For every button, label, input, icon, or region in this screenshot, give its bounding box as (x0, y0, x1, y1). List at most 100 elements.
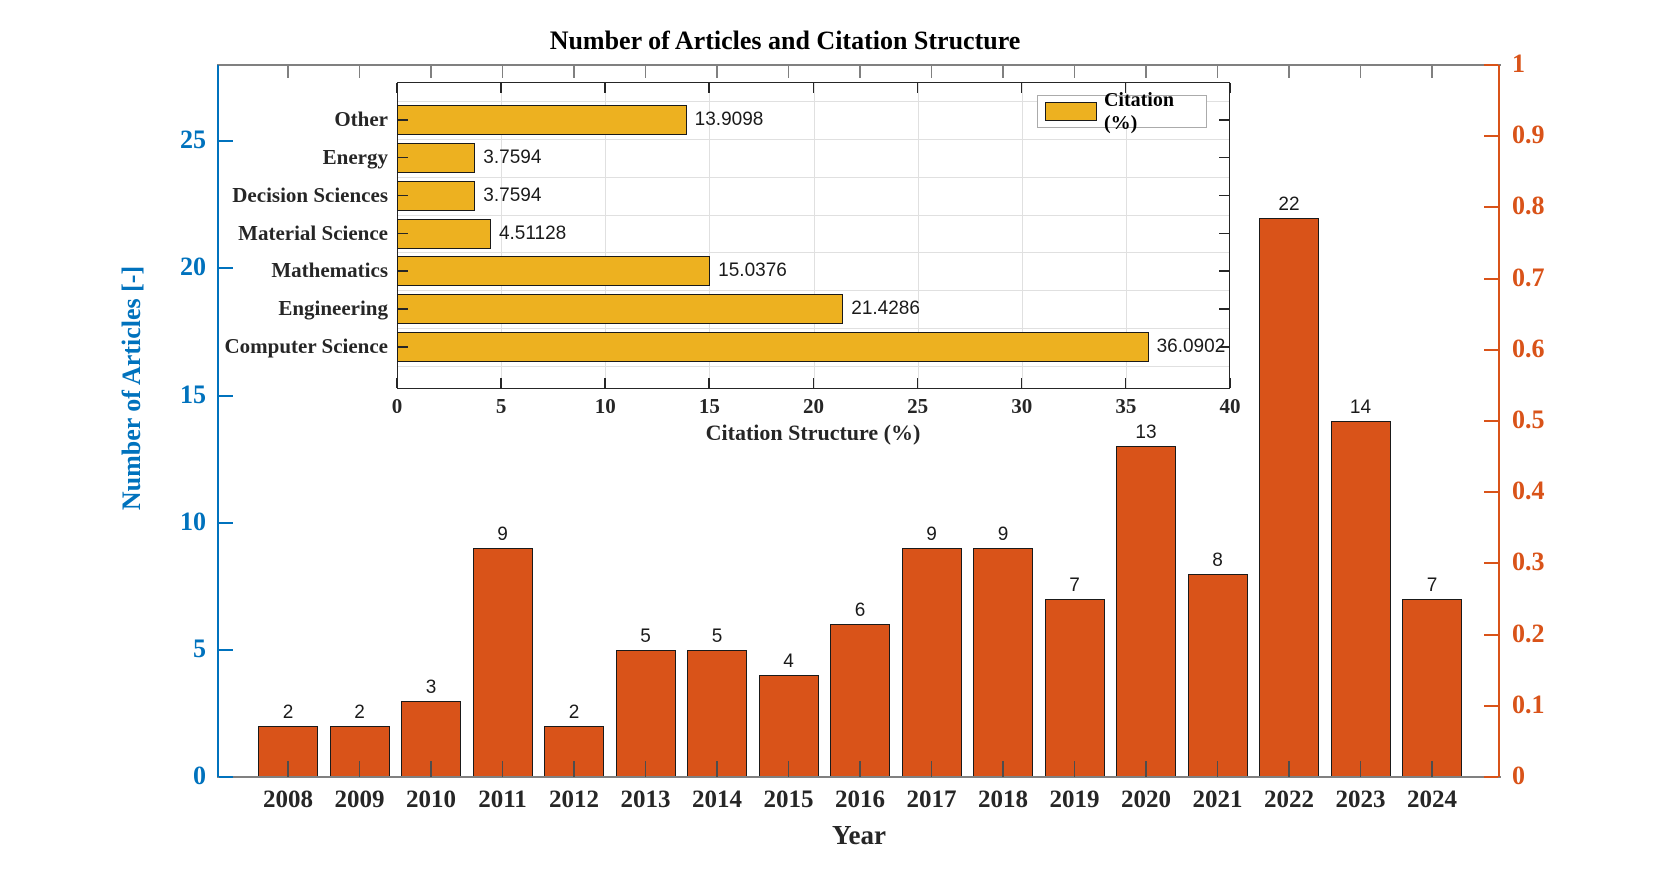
x-axis-label: Year (832, 820, 886, 850)
right-tick-label-0.1: 0.1 (1512, 689, 1545, 719)
x-tick-label-2011: 2011 (478, 786, 527, 813)
inset-hgrid-7 (398, 366, 1229, 368)
x-tick-label-2016: 2016 (835, 786, 885, 813)
inset-left-tick-3 (398, 232, 408, 235)
right-tick-label-0: 0 (1512, 761, 1525, 790)
inset-x-tick-top-25 (916, 83, 919, 93)
left-y-axis (217, 65, 219, 777)
inset-x-tick-label-5: 5 (495, 394, 507, 418)
inset-x-tick-bottom-35 (1124, 378, 1127, 388)
main-x-axis (217, 776, 1501, 778)
bar-2016 (830, 624, 890, 777)
inset-x-tick-bottom-30 (1020, 378, 1023, 388)
x-tick-bottom-2024 (1431, 761, 1433, 777)
x-tick-top-2018 (1002, 66, 1004, 78)
inset-cat-label-5: Engineering (278, 296, 388, 321)
left-tick-20 (219, 267, 233, 270)
inset-right-tick-6 (1219, 346, 1229, 348)
x-tick-bottom-2010 (430, 761, 432, 777)
x-tick-label-2008: 2008 (263, 786, 313, 813)
inset-bar-3 (397, 218, 491, 249)
right-tick-label-0.5: 0.5 (1512, 405, 1545, 434)
inset-x-tick-bottom-0 (396, 378, 398, 388)
right-tick-0.3 (1484, 562, 1498, 565)
right-tick-label-0.8: 0.8 (1512, 191, 1545, 221)
inset-hgrid-3 (398, 214, 1229, 216)
bar-value-2015: 4 (783, 651, 794, 673)
inset-left-tick-2 (398, 194, 408, 197)
inset-x-tick-top-20 (812, 83, 814, 93)
bar-value-2021: 8 (1212, 549, 1223, 571)
x-tick-label-2017: 2017 (906, 786, 957, 813)
inset-cat-label-1: Energy (322, 144, 388, 169)
x-tick-label-2022: 2022 (1264, 786, 1314, 813)
inset-x-tick-label-40: 40 (1219, 394, 1241, 418)
x-tick-top-2024 (1431, 66, 1433, 78)
inset-cat-label-6: Computer Science (224, 334, 389, 359)
inset-bar-value-6: 36.0902 (1156, 336, 1226, 358)
x-tick-bottom-2020 (1145, 761, 1147, 777)
left-tick-label-10: 10 (180, 506, 206, 536)
x-tick-label-2020: 2020 (1121, 786, 1171, 813)
right-tick-label-0.2: 0.2 (1512, 618, 1545, 648)
right-tick-0.1 (1484, 704, 1498, 707)
left-tick-label-5: 5 (193, 633, 206, 663)
inset-bar-4 (397, 256, 711, 287)
right-tick-0 (1484, 776, 1498, 778)
legend-swatch (1045, 102, 1097, 121)
inset-x-tick-bottom-20 (812, 378, 814, 388)
right-tick-0.7 (1484, 277, 1498, 280)
x-tick-bottom-2017 (930, 761, 932, 777)
inset-left-tick-6 (398, 346, 408, 348)
inset-x-tick-bottom-15 (708, 378, 710, 388)
left-tick-15 (219, 394, 233, 397)
bar-2023 (1330, 421, 1391, 777)
x-tick-top-2009 (358, 66, 360, 78)
inset-x-tick-top-15 (708, 83, 710, 93)
right-tick-label-0.7: 0.7 (1512, 262, 1545, 292)
inset-vgrid-20 (813, 83, 815, 388)
right-tick-1 (1484, 64, 1498, 66)
x-tick-bottom-2013 (644, 761, 646, 777)
x-tick-bottom-2019 (1073, 761, 1075, 777)
legend: Citation (%) (1037, 89, 1207, 134)
x-tick-bottom-2011 (501, 761, 503, 777)
inset-x-tick-label-30: 30 (1011, 394, 1033, 418)
bar-2020 (1116, 446, 1176, 777)
inset-right-tick-5 (1219, 308, 1229, 310)
x-tick-label-2014: 2014 (692, 786, 742, 813)
inset-right-tick-1 (1219, 156, 1229, 159)
bar-value-2014: 5 (711, 625, 723, 647)
inset-bar-2 (397, 180, 476, 211)
x-tick-top-2023 (1359, 66, 1361, 78)
x-tick-top-2012 (573, 66, 575, 78)
right-tick-label-1: 1 (1512, 49, 1525, 78)
inset-vgrid-35 (1125, 83, 1127, 388)
x-tick-label-2023: 2023 (1335, 786, 1386, 813)
inset-hgrid-4 (398, 252, 1229, 254)
right-y-axis (1498, 65, 1500, 777)
inset-vgrid-30 (1021, 83, 1023, 388)
chart-title: Number of Articles and Citation Structur… (549, 26, 1021, 55)
bar-value-2009: 2 (354, 702, 365, 724)
left-tick-label-25: 25 (180, 125, 206, 155)
x-tick-label-2021: 2021 (1192, 786, 1243, 813)
inset-bar-0 (397, 105, 687, 135)
inset-right-tick-2 (1219, 194, 1229, 197)
inset-left-tick-5 (398, 308, 408, 310)
bar-value-2019: 7 (1069, 575, 1080, 596)
x-tick-top-2022 (1288, 66, 1290, 78)
right-tick-0.8 (1484, 206, 1498, 209)
inset-x-tick-top-30 (1020, 83, 1023, 93)
inset-x-tick-bottom-25 (916, 378, 919, 388)
x-tick-bottom-2023 (1359, 761, 1361, 777)
x-tick-top-2020 (1145, 66, 1147, 78)
bar-2011 (472, 548, 533, 777)
x-tick-bottom-2018 (1002, 761, 1004, 777)
inset-vgrid-15 (709, 83, 711, 388)
x-tick-bottom-2012 (573, 761, 575, 777)
x-tick-top-2021 (1216, 66, 1218, 78)
inset-right-tick-0 (1219, 119, 1229, 121)
inset-hgrid-2 (398, 176, 1229, 178)
